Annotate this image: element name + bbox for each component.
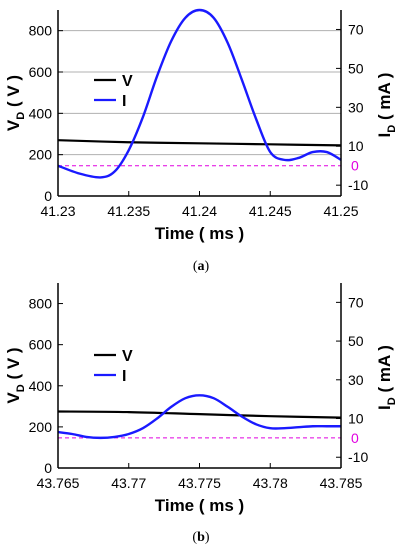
panel-b-x-axis-label: Time ( ms ) [155, 496, 244, 515]
panel-b-y-right-zero-label: 0 [351, 430, 359, 446]
panel-a-x-tick-label: 41.24 [182, 203, 217, 219]
panel-a-y-right-tick-label: 50 [348, 60, 364, 76]
panel-a-y-left-tick-label: 400 [29, 105, 53, 121]
panel-a-y-right-tick-label: 70 [348, 21, 364, 37]
panel-b-legend-label-i: I [122, 368, 126, 385]
panel-a-x-tick-label: 41.23 [40, 203, 75, 219]
panel-b-y-left-tick-label: 800 [29, 296, 53, 312]
panel-a-x-axis-label-unit: ( ms ) [199, 224, 244, 243]
panel-b-x-tick-label: 43.785 [320, 475, 363, 491]
panel-a-y-right-tick-label: -10 [348, 177, 368, 193]
panel-b-x-tick-label: 43.765 [37, 475, 80, 491]
panel-a-y-right-axis-label: ID ( mA ) [375, 73, 398, 138]
panel-b-y-right-tick-label: 50 [348, 333, 364, 349]
panel-b-x-tick-label: 43.775 [178, 475, 221, 491]
panel-a-legend-label-i: I [122, 93, 126, 110]
panel-b-y-left-label-unit: ( V ) [4, 347, 23, 384]
panel-a-y-right-label-unit: ( mA ) [375, 73, 394, 125]
panel-a-y-right-zero-label: 0 [351, 158, 359, 174]
panel-a-x-tick-label: 41.245 [249, 203, 292, 219]
panel-b-y-left-label-main: V [4, 392, 23, 404]
panel-b-y-left-label-sub: D [15, 384, 27, 392]
panel-b-y-left-axis-label: VD ( V ) [4, 347, 27, 403]
panel-a-y-left-tick-label: 200 [29, 147, 53, 163]
panel-a-caption: (a) [193, 259, 210, 274]
panel-a-y-left-tick-label: 0 [44, 188, 52, 204]
panel-b-x-tick-label: 43.78 [253, 475, 288, 491]
panel-a-series-v-line [57, 139, 342, 147]
panel-b-caption: (b) [192, 530, 209, 545]
panel-a-x-tick-label: 41.25 [323, 203, 358, 219]
panel-b-x-axis-label-unit: ( ms ) [199, 496, 244, 515]
panel-a-x-axis-label-main: Time [155, 224, 194, 243]
panel-b-y-right-label-sub: D [386, 397, 398, 405]
panel-b-legend-label-v: V [122, 348, 133, 365]
panel-a-y-right-tick-label: 10 [348, 138, 364, 154]
panel-a-y-left-label-main: V [4, 119, 23, 131]
panel-b-x-tick-label: 43.77 [111, 475, 146, 491]
panel-b-y-right-label-main: I [375, 405, 394, 410]
panel-b-y-left-tick-label: 600 [29, 337, 53, 353]
panel-a-y-right-label-main: I [375, 133, 394, 138]
panel-a-x-axis-label: Time ( ms ) [155, 224, 244, 243]
panel-a-y-left-axis-label: VD ( V ) [4, 75, 27, 131]
panel-b-y-right-tick-label: 10 [348, 411, 364, 427]
panel-b-y-left-tick-label: 200 [29, 419, 53, 435]
panel-a-legend-label-v: V [122, 73, 133, 90]
panel-a-y-right-label-sub: D [386, 125, 398, 133]
panel-b-x-axis-label-main: Time [155, 496, 194, 515]
panel-a-y-left-tick-label: 600 [29, 64, 53, 80]
panel-a-y-left-label-sub: D [15, 112, 27, 120]
panel-a-x-tick-label: 41.235 [107, 203, 150, 219]
panel-a-series-i-line [57, 8, 342, 179]
panel-b-y-left-tick-label: 400 [29, 378, 53, 394]
panel-b-series-i-line [57, 394, 341, 440]
panel-b-y-left-tick-label: 0 [44, 460, 52, 476]
panel-b-y-right-tick-label: -10 [348, 449, 368, 465]
panel-a-y-left-label-unit: ( V ) [4, 75, 23, 112]
panel-a-y-left-tick-label: 800 [29, 23, 53, 39]
panel-a-y-right-tick-label: 30 [348, 99, 364, 115]
panel-b-y-right-tick-label: 70 [348, 294, 364, 310]
panel-b-y-right-axis-label: ID ( mA ) [375, 345, 398, 410]
panel-b-y-right-label-unit: ( mA ) [375, 345, 394, 397]
panel-b-y-right-tick-label: 30 [348, 372, 364, 388]
panel-b-series-v-line [57, 410, 342, 419]
